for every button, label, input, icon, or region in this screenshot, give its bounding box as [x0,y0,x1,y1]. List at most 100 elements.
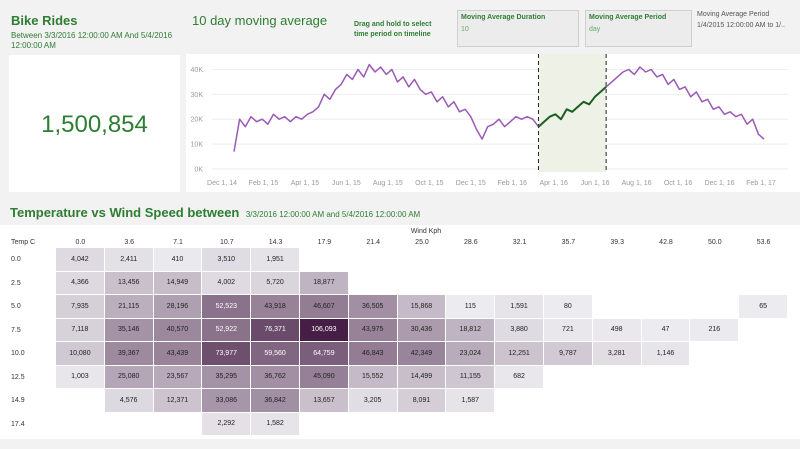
heatmap-cell[interactable]: 43,439 [153,342,202,365]
temp-axis-title: Temp C [11,239,36,246]
heatmap-cell[interactable]: 721 [544,318,592,341]
moving-average-chart-panel: 0K 10K 20K 30K 40K Dec 1, 14 Feb 1, 15 Apr 1, 1… [186,54,800,192]
x-tick-label: Oct 1, 15 [415,180,444,187]
heatmap-cell[interactable]: 52,922 [202,318,251,341]
heatmap-cell[interactable]: 52,523 [202,295,251,318]
heatmap-cell[interactable]: 11,155 [446,365,495,388]
heatmap-cell[interactable]: 10,080 [56,342,104,365]
series-line-after-selection [605,66,765,140]
heatmap-cell[interactable]: 18,877 [300,271,348,294]
x-tick-label: Feb 1, 16 [497,180,527,187]
heatmap-cell[interactable]: 23,024 [446,342,495,365]
heatmap-cell[interactable]: 3,205 [348,389,397,412]
heatmap-cell[interactable]: 12,251 [495,342,543,365]
x-tick-label: Aug 1, 15 [373,180,403,187]
subtitle-line-1: Between 3/3/2016 12:00:00 AM And 5/4/201… [11,31,173,40]
heatmap-cell[interactable]: 46,607 [300,295,348,318]
heatmap-cell[interactable]: 36,505 [348,295,397,318]
heatmap-title: Temperature vs Wind Speed between [10,205,240,220]
y-tick-label: 0K [194,167,203,174]
heatmap-cell[interactable]: 35,146 [104,318,153,341]
heatmap-cell[interactable]: 7,935 [56,295,104,318]
heatmap-cell[interactable]: 4,042 [56,248,104,271]
wind-column-label: 32.1 [512,239,527,246]
heatmap-cell[interactable]: 43,918 [251,295,299,318]
heatmap-cell[interactable]: 73,977 [202,342,251,365]
period-value[interactable]: day [589,26,601,33]
wind-column-label: 39.3 [610,239,624,246]
heatmap-cell[interactable]: 14,499 [397,365,446,388]
heatmap-cell[interactable]: 47 [641,318,690,341]
heatmap-cell[interactable]: 23,567 [153,365,202,388]
heatmap-cell[interactable]: 35,295 [202,365,251,388]
heatmap-cell[interactable]: 28,196 [153,295,202,318]
heatmap-cell[interactable]: 410 [153,248,202,271]
wind-column-label: 50.0 [707,239,722,246]
heatmap-cell[interactable]: 30,436 [397,318,446,341]
heatmap-cell[interactable]: 39,367 [104,342,153,365]
heatmap-cell[interactable]: 59,560 [251,342,299,365]
temp-row-label: 12.5 [11,373,25,381]
heatmap-cell[interactable]: 65 [739,295,787,318]
heatmap-cell[interactable]: 36,842 [251,389,299,412]
heatmap-cell[interactable]: 115 [446,295,495,318]
heatmap-cell[interactable]: 1,003 [56,365,104,388]
heatmap-cell[interactable]: 36,762 [251,365,299,388]
heatmap-cell[interactable]: 1,951 [251,248,299,271]
heatmap-cell[interactable]: 1,587 [446,389,495,412]
moving-average-chart[interactable]: 0K 10K 20K 30K 40K Dec 1, 14 Feb 1, 15 Apr 1, 1… [186,54,800,192]
heatmap-cell[interactable]: 3,281 [592,342,641,365]
heatmap-cell[interactable]: 42,349 [397,342,446,365]
duration-value[interactable]: 10 [461,26,469,33]
heatmap-cell[interactable]: 8,091 [397,389,446,412]
wind-column-label: 7.1 [173,239,183,246]
heatmap-cell[interactable]: 45,090 [300,365,348,388]
y-tick-label: 30K [191,92,204,99]
x-tick-label: Dec 1, 15 [456,180,486,187]
wind-column-label: 28.6 [463,239,478,246]
hint-line-1: Drag and hold to select [354,21,432,28]
heatmap-cell[interactable]: 9,787 [544,342,592,365]
heatmap-cell[interactable]: 12,371 [153,389,202,412]
heatmap-cell[interactable]: 4,366 [56,271,104,294]
moving-average-range-filter[interactable]: Moving Average Period 1/4/2015 12:00:00 … [697,11,797,29]
heatmap-cell[interactable]: 33,086 [202,389,251,412]
x-tick-label: Feb 1, 15 [249,180,279,187]
heatmap-cell[interactable]: 15,868 [397,295,446,318]
heatmap-cell[interactable]: 682 [495,365,543,388]
heatmap-cell[interactable]: 5,720 [251,271,299,294]
temp-row-label: 2.5 [11,279,21,287]
moving-average-duration-control[interactable]: Moving Average Duration 10 [457,10,579,47]
temp-row-label: 10.0 [11,350,25,357]
heatmap-cell[interactable]: 43,975 [348,318,397,341]
heatmap-cell[interactable]: 1,582 [251,412,299,435]
heatmap-cell[interactable]: 2,411 [104,248,153,271]
heatmap-cell[interactable]: 46,843 [348,342,397,365]
heatmap-cell[interactable]: 14,949 [153,271,202,294]
heatmap-cell[interactable]: 3,880 [495,318,543,341]
wind-column-label: 53.6 [756,239,771,246]
heatmap-cell[interactable]: 498 [592,318,641,341]
heatmap-cell[interactable]: 80 [544,295,592,318]
heatmap-cell[interactable]: 13,456 [104,271,153,294]
heatmap-cell[interactable]: 18,812 [446,318,495,341]
heatmap-cell[interactable]: 4,002 [202,271,251,294]
heatmap-cell[interactable]: 76,371 [251,318,299,341]
subtitle-line-2: 12:00:00 AM [11,41,56,50]
heatmap-cell[interactable]: 4,576 [104,389,153,412]
heatmap-cell[interactable]: 21,115 [104,295,153,318]
heatmap-cell[interactable]: 216 [690,318,739,341]
heatmap-cell[interactable]: 25,080 [104,365,153,388]
heatmap-cell[interactable]: 106,093 [300,318,348,341]
heatmap-cell[interactable]: 13,657 [300,389,348,412]
heatmap-cell[interactable]: 64,759 [300,342,348,365]
range-filter-value[interactable]: 1/4/2015 12:00:00 AM to 1/.. [697,22,785,29]
heatmap-cell[interactable]: 2,292 [202,412,251,435]
moving-average-period-control[interactable]: Moving Average Period day [585,10,692,47]
heatmap-cell[interactable]: 40,570 [153,318,202,341]
heatmap-cell[interactable]: 1,591 [495,295,543,318]
heatmap-cell[interactable]: 3,510 [202,248,251,271]
heatmap-cell[interactable]: 1,146 [641,342,690,365]
heatmap-cell[interactable]: 7,118 [56,318,104,341]
heatmap-cell[interactable]: 15,552 [348,365,397,388]
